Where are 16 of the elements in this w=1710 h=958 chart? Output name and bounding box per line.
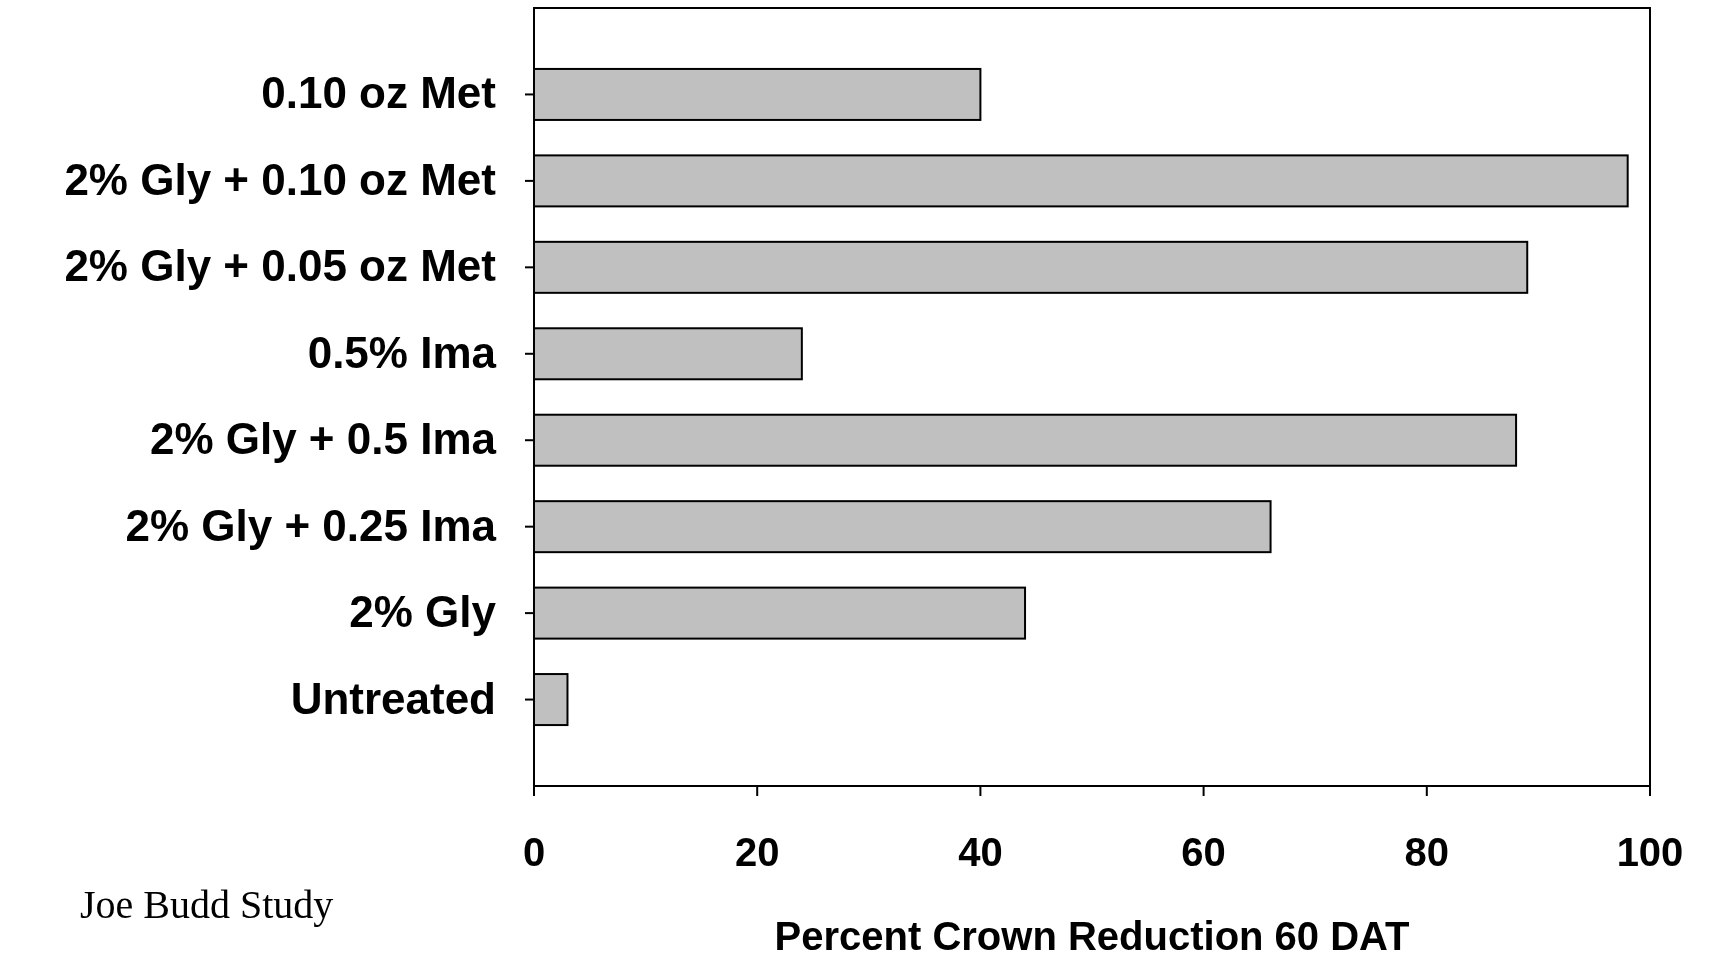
y-tick-label: 2% Gly + 0.05 oz Met	[64, 241, 497, 291]
text: Joe Budd Study	[80, 882, 334, 927]
y-tick-label: 0.10 oz Met	[261, 68, 497, 118]
x-tick-label: 80	[1404, 830, 1450, 874]
x-axis-title: Percent Crown Reduction 60 DAT	[774, 914, 1410, 958]
y-tick-label: 2% Gly	[349, 587, 497, 637]
y-tick-label: 2% Gly + 0.5 Ima	[149, 414, 497, 464]
x-tick-label: 40	[958, 830, 1003, 874]
x-tick-label: 60	[1181, 830, 1226, 874]
y-tick-label: 2% Gly + 0.25 Ima	[125, 500, 497, 550]
y-tick-label: Untreated	[290, 673, 496, 723]
y-tick-label: 2% Gly + 0.10 oz Met	[64, 154, 497, 204]
y-tick-label: 0.5% Ima	[307, 327, 497, 377]
x-tick-label: 100	[1616, 830, 1684, 874]
x-tick-label: 20	[734, 830, 780, 874]
x-tick-label: 0	[522, 830, 546, 874]
